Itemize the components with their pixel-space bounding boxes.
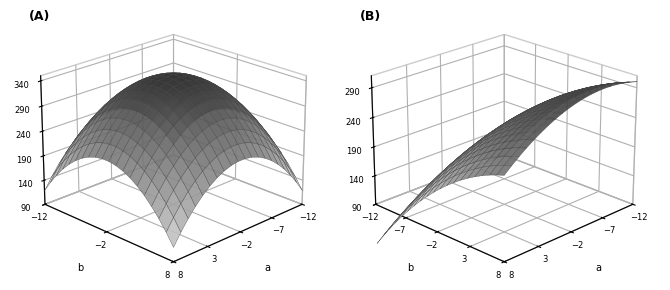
Y-axis label: b: b bbox=[407, 263, 413, 273]
Text: (B): (B) bbox=[360, 10, 381, 23]
X-axis label: a: a bbox=[595, 263, 601, 273]
X-axis label: a: a bbox=[264, 263, 270, 273]
Y-axis label: b: b bbox=[76, 263, 83, 273]
Text: (A): (A) bbox=[29, 10, 50, 23]
